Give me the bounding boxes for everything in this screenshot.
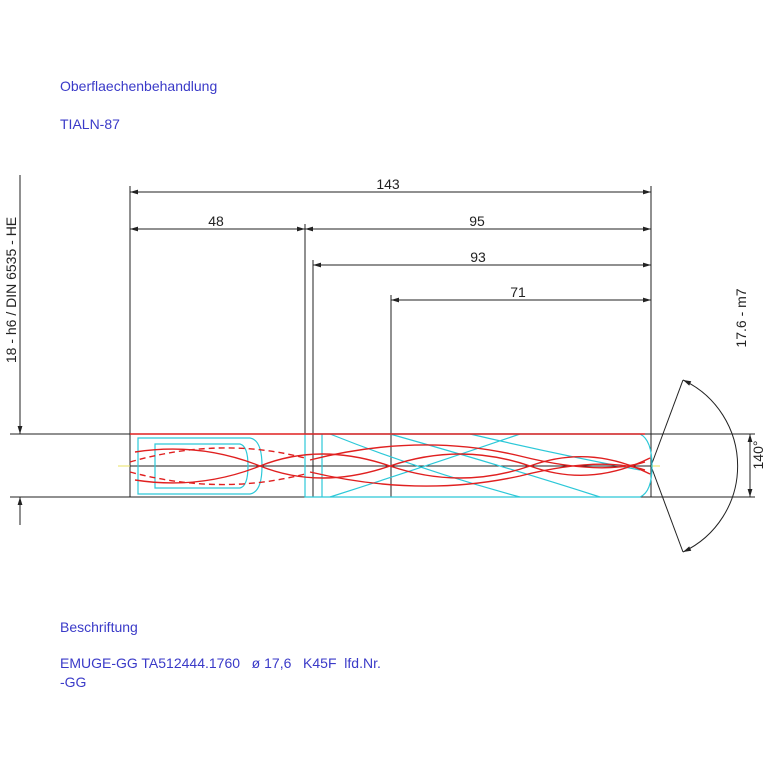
dim-flute: 93 [470,249,486,265]
dim-shank: 48 [208,213,224,229]
dim-cutting: 71 [510,284,526,300]
dim-point-angle: 140° [750,441,766,470]
marking-line2: -GG [60,674,86,690]
marking-label: Beschriftung [60,619,138,635]
dim-total: 143 [376,176,400,192]
marking-line1: EMUGE-GG TA512444.1760 ø 17,6 K45F lfd.N… [60,655,381,671]
dim-shank-diameter: 18 - h6 / DIN 6535 - HE [3,217,19,363]
dimension-lines [17,175,753,553]
surface-label: Oberflaechenbehandlung [60,78,217,94]
dim-diameter: 17.6 - m7 [733,288,749,347]
surface-value: TIALN-87 [60,116,120,132]
dim-body: 95 [469,213,485,229]
drill-body [118,433,660,498]
